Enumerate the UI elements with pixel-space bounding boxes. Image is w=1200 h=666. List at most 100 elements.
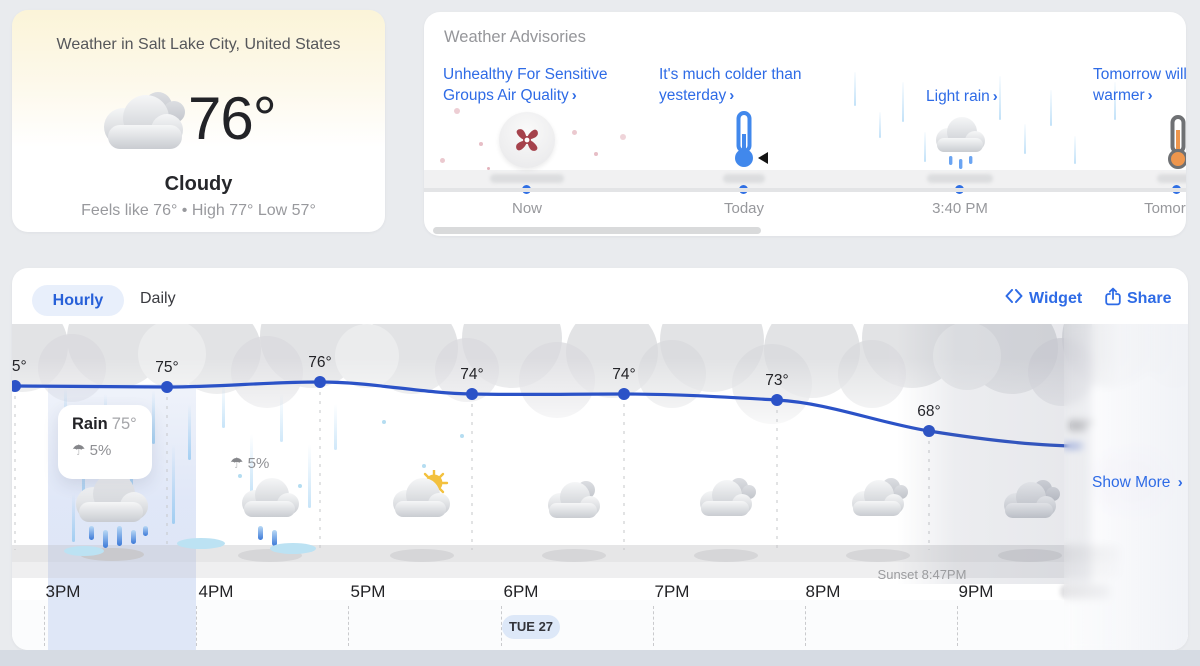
warm-thermometer-icon <box>1165 114 1186 175</box>
hour-label: 8PM <box>805 582 841 601</box>
icon-shadow <box>390 549 454 562</box>
hour-icon-rain <box>69 468 155 548</box>
advisory-label: Tomorrow will be warmer <box>1093 66 1186 104</box>
scrub-divider <box>653 606 654 646</box>
light-rain-cloud-icon <box>931 114 989 175</box>
advisories-title: Weather Advisories <box>444 28 586 46</box>
weather-advisories-card: Weather Advisories Unhealthy For Sensiti… <box>424 12 1186 236</box>
temp-point-label: 73° <box>765 372 789 389</box>
aqi-particle <box>594 152 598 156</box>
rain-drop <box>89 526 94 540</box>
puddle <box>177 538 225 549</box>
evening-shade-overlay <box>897 324 1092 584</box>
widget-button[interactable]: Widget <box>1005 289 1082 308</box>
hour-icon-cloudy <box>846 476 910 527</box>
rain-streak <box>334 404 337 450</box>
scrub-divider <box>44 606 45 646</box>
aqi-particle <box>572 130 577 135</box>
rain-streak <box>152 390 155 444</box>
icon-shadow <box>998 549 1062 562</box>
hour-icon-partly-sunny <box>388 468 456 529</box>
rain-streak <box>72 494 75 542</box>
cloudy-icon <box>96 85 196 160</box>
current-details: Feels like 76° • High 77° Low 57° <box>81 202 316 219</box>
precip-value: 5% <box>247 455 270 472</box>
tooltip-temp: 75° <box>111 415 137 433</box>
rain-streak <box>924 132 926 162</box>
rain-streak <box>999 76 1001 120</box>
umbrella-icon: ☂ <box>72 442 86 459</box>
hour-label: 5PM <box>350 582 386 601</box>
drizzle-speck <box>238 474 242 478</box>
day-scrub-strip[interactable] <box>12 600 1188 650</box>
scrub-strip-highlight <box>48 600 196 650</box>
rain-drop <box>258 526 263 540</box>
air-quality-fan-icon <box>499 112 555 168</box>
chevron-right-icon: › <box>1147 87 1153 104</box>
drizzle-speck <box>422 464 426 468</box>
umbrella-icon: ☂ <box>230 455 244 472</box>
cursor-pointer-artifact <box>758 152 768 164</box>
advisories-scrollbar-thumb[interactable] <box>433 227 761 234</box>
advisory-link-warmer[interactable]: Tomorrow will be warmer› <box>1093 64 1186 106</box>
temp-point-label: 74° <box>460 366 484 383</box>
temp-point-label: 68° <box>907 403 951 421</box>
advisory-time: 3:40 PM <box>932 200 988 217</box>
current-temperature: 76° <box>188 85 277 152</box>
share-button[interactable]: Share <box>1105 287 1171 311</box>
drizzle-speck <box>298 484 302 488</box>
rain-streak <box>1050 90 1052 126</box>
tab-hourly[interactable]: Hourly <box>32 285 124 316</box>
rain-drop <box>117 526 122 546</box>
widget-button-label: Widget <box>1029 289 1083 307</box>
rain-streak <box>250 434 253 494</box>
rain-drop <box>103 530 108 548</box>
hourly-temperature-chart[interactable]: 75° 75° 76° 74° 74° 73° 68° 66° ☂ 5% <box>12 324 1188 650</box>
advisory-link-colder[interactable]: It's much colder than yesterday › <box>659 64 829 106</box>
sunset-label: Sunset 8:47PM <box>877 567 967 582</box>
advisory-link-light-rain[interactable]: Light rain › <box>926 86 998 107</box>
rain-streak <box>854 72 856 106</box>
tab-daily[interactable]: Daily <box>140 290 176 307</box>
aqi-particle <box>620 134 626 140</box>
advisories-ground-strip <box>424 170 1186 188</box>
scrub-divider <box>957 606 958 646</box>
rain-streak <box>879 112 881 138</box>
hour-label: 6PM <box>503 582 539 601</box>
scrub-divider <box>805 606 806 646</box>
puddle <box>270 543 316 554</box>
advisories-timeline-track <box>424 188 1186 192</box>
scrub-divider <box>196 606 197 646</box>
cold-thermometer-icon <box>730 110 758 175</box>
chevron-right-icon: › <box>1177 474 1183 491</box>
hour-icon-cloudy <box>542 478 606 529</box>
icon-shadow <box>846 549 910 562</box>
advisory-label: Unhealthy For Sensitive Groups Air Quali… <box>443 66 608 104</box>
rain-drop <box>272 530 277 546</box>
icon-shadow <box>694 549 758 562</box>
hour-icon-cloudy <box>998 478 1062 529</box>
rain-streak <box>1024 124 1026 154</box>
precip-chance-4pm: ☂ 5% <box>230 454 269 472</box>
show-more-label: Show More <box>1092 474 1171 491</box>
advisory-link-air-quality[interactable]: Unhealthy For Sensitive Groups Air Quali… <box>443 64 625 106</box>
hourly-forecast-card: Hourly Daily Widget Share <box>12 268 1188 650</box>
rain-streak <box>280 394 283 442</box>
frosted-edge-overlay <box>1064 324 1188 650</box>
aqi-particle <box>440 158 445 163</box>
ground-strip-lower <box>12 562 1122 578</box>
advisory-label: Light rain <box>926 88 990 105</box>
rain-drop <box>131 530 136 544</box>
scrub-divider <box>501 606 502 646</box>
hour-label: 3PM <box>45 582 81 601</box>
page-bottom-strip <box>0 650 1200 666</box>
chevron-right-icon: › <box>992 88 998 105</box>
rain-drop <box>143 526 148 536</box>
icon-shadow <box>542 549 606 562</box>
share-button-label: Share <box>1127 290 1172 307</box>
show-more-link[interactable]: Show More › <box>1092 474 1183 492</box>
redacted-advisory-caption <box>927 174 993 183</box>
aqi-particle <box>454 108 460 114</box>
tooltip-condition: Rain <box>72 415 108 433</box>
